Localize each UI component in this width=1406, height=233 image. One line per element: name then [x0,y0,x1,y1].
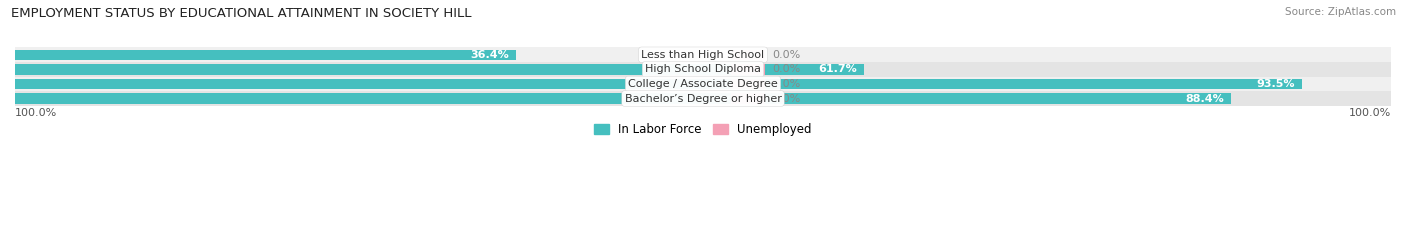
Bar [731,64,765,75]
Text: College / Associate Degree: College / Associate Degree [628,79,778,89]
Bar [15,48,1391,62]
Text: 0.0%: 0.0% [772,64,800,74]
Text: 88.4%: 88.4% [1185,93,1225,103]
Text: 0.0%: 0.0% [772,79,800,89]
Bar [15,64,865,75]
Bar [15,91,1391,106]
Text: Source: ZipAtlas.com: Source: ZipAtlas.com [1285,7,1396,17]
Text: 0.0%: 0.0% [772,50,800,60]
Legend: In Labor Force, Unemployed: In Labor Force, Unemployed [589,119,817,141]
Bar [15,50,516,60]
Bar [15,93,1232,104]
Text: 0.0%: 0.0% [772,93,800,103]
Text: 100.0%: 100.0% [1348,108,1391,118]
Text: 36.4%: 36.4% [470,50,509,60]
Text: Less than High School: Less than High School [641,50,765,60]
Text: 61.7%: 61.7% [818,64,858,74]
Bar [731,93,765,104]
Text: High School Diploma: High School Diploma [645,64,761,74]
Bar [731,79,765,89]
Bar [15,77,1391,91]
Bar [15,79,1302,89]
Text: 93.5%: 93.5% [1256,79,1295,89]
Bar [731,50,765,60]
Text: 100.0%: 100.0% [15,108,58,118]
Text: Bachelor’s Degree or higher: Bachelor’s Degree or higher [624,93,782,103]
Bar [15,62,1391,77]
Text: EMPLOYMENT STATUS BY EDUCATIONAL ATTAINMENT IN SOCIETY HILL: EMPLOYMENT STATUS BY EDUCATIONAL ATTAINM… [11,7,472,20]
